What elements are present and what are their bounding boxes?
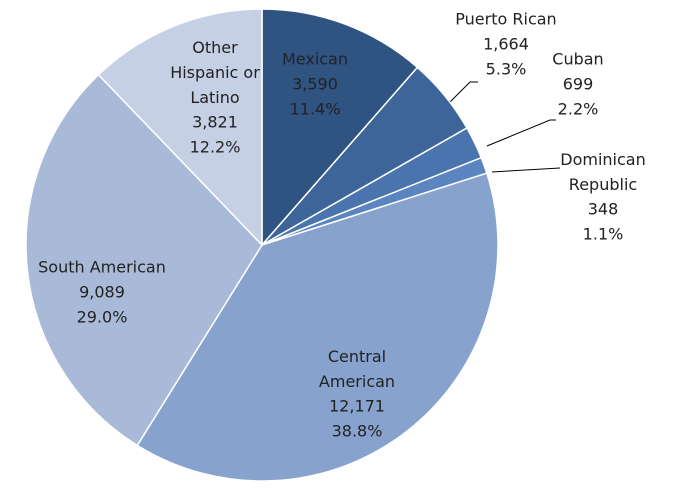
pie-slice	[261, 8, 419, 247]
category-label: Other Hispanic or Latino	[170, 38, 260, 107]
value-label: 1,664	[483, 35, 529, 54]
category-label: Mexican	[282, 50, 348, 69]
percent-label: 11.4%	[290, 100, 341, 119]
percent-label: 12.2%	[190, 138, 241, 157]
category-label: Dominican Republic	[560, 150, 645, 194]
value-label: 3,590	[292, 75, 338, 94]
category-label: South American	[38, 258, 166, 277]
percent-label: 2.2%	[558, 100, 599, 119]
value-label: 699	[563, 75, 594, 94]
value-label: 348	[588, 200, 619, 219]
leader-line	[449, 81, 478, 103]
value-label: 12,171	[329, 397, 385, 416]
percent-label: 1.1%	[583, 225, 624, 244]
percent-label: 29.0%	[77, 308, 128, 327]
leader-line	[491, 167, 561, 173]
percent-label: 5.3%	[486, 60, 527, 79]
percent-label: 38.8%	[332, 422, 383, 441]
category-label: Puerto Rican	[455, 10, 556, 29]
pie-slice	[97, 8, 263, 247]
category-label: Central American	[319, 347, 395, 391]
category-label: Cuban	[552, 50, 603, 69]
value-label: 9,089	[79, 283, 125, 302]
value-label: 3,821	[192, 113, 238, 132]
leader-line	[486, 119, 556, 147]
pie-slice	[136, 172, 499, 482]
pie-slice	[25, 73, 263, 447]
